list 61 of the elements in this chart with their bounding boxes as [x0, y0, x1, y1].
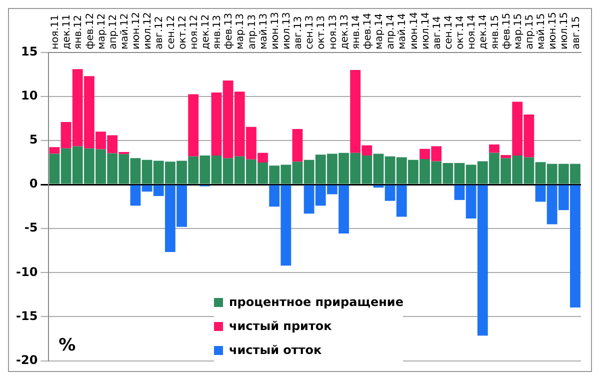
x-tick-label: фев.12 — [84, 12, 96, 50]
x-tick-label: июл.15 — [559, 12, 570, 50]
x-tick-label: апр.15 — [524, 14, 536, 50]
x-tick-label: окт.13 — [316, 15, 328, 50]
x-tick-label: мар.12 — [96, 13, 108, 50]
x-tick-label: авг.13 — [293, 16, 304, 50]
x-tick-label: окт.12 — [177, 15, 188, 50]
legend-label: процентное приращение — [229, 295, 404, 309]
x-tick-label: мар.13 — [235, 13, 246, 50]
x-tick-label: фев.13 — [224, 12, 235, 50]
x-tick-label: фев.15 — [501, 12, 512, 50]
y-tick-label: 5 — [29, 132, 38, 147]
x-tick-label: июн.14 — [408, 12, 420, 50]
x-tick-label: июн.13 — [270, 12, 281, 50]
y-tick-label: -10 — [16, 264, 38, 279]
legend-label: чистый отток — [229, 343, 322, 357]
bar — [188, 94, 199, 156]
x-tick-label: фев.14 — [362, 12, 374, 50]
y-tick-label: -15 — [16, 308, 38, 323]
x-tick-label: май.13 — [258, 13, 270, 50]
x-tick-label: ноя.12 — [188, 14, 200, 50]
x-tick-label: авг.15 — [570, 16, 582, 50]
x-tick-label: дек.13 — [339, 14, 350, 50]
x-tick-label: июл.12 — [142, 12, 154, 50]
x-tick-label: апр.13 — [246, 14, 258, 50]
y-tick-label: 15 — [20, 44, 38, 58]
x-tick-label: дек.12 — [200, 14, 212, 50]
x-tick-label: окт.14 — [455, 15, 466, 50]
x-tick-label: дек.11 — [62, 14, 73, 50]
x-tick-label: янв.14 — [350, 15, 362, 50]
y-tick-label: 10 — [20, 88, 38, 103]
x-tick-label: дек.14 — [478, 14, 490, 50]
x-tick-label: май.15 — [536, 13, 548, 50]
annotation: % — [58, 336, 76, 356]
x-tick-label: июл.13 — [282, 12, 293, 50]
x-tick-label: авг.14 — [432, 16, 443, 50]
x-tick-label: ноя.13 — [328, 14, 339, 50]
x-tick-label: июн.15 — [548, 12, 559, 50]
x-tick-label: ноя.11 — [50, 14, 62, 50]
x-tick-label: июн.12 — [131, 12, 142, 50]
x-tick-label: май.14 — [397, 13, 408, 50]
x-tick-label: мар.15 — [512, 13, 524, 50]
x-tick-label: май.12 — [119, 13, 130, 50]
x-tick-label: апр.14 — [386, 14, 397, 50]
x-tick-label: сен.14 — [444, 15, 455, 50]
x-tick-label: авг.12 — [154, 16, 166, 50]
y-tick-label: -5 — [24, 220, 38, 235]
x-tick-label: мар.14 — [374, 13, 386, 50]
bar — [292, 129, 303, 162]
x-tick-label: июл.14 — [420, 12, 432, 50]
bar — [489, 144, 500, 153]
y-tick-label: -20 — [16, 352, 38, 367]
legend-label: чистый приток — [229, 319, 332, 333]
x-tick-label: апр.12 — [108, 14, 119, 50]
x-tick-label: янв.12 — [73, 15, 84, 50]
y-tick-label: 0 — [29, 176, 38, 191]
x-tick-label: сен.13 — [304, 15, 316, 50]
x-tick-label: янв.15 — [490, 15, 501, 50]
x-tick-label: янв.13 — [212, 15, 224, 50]
x-tick-label: сен.12 — [166, 15, 177, 50]
x-tick-label: ноя.14 — [466, 14, 478, 50]
